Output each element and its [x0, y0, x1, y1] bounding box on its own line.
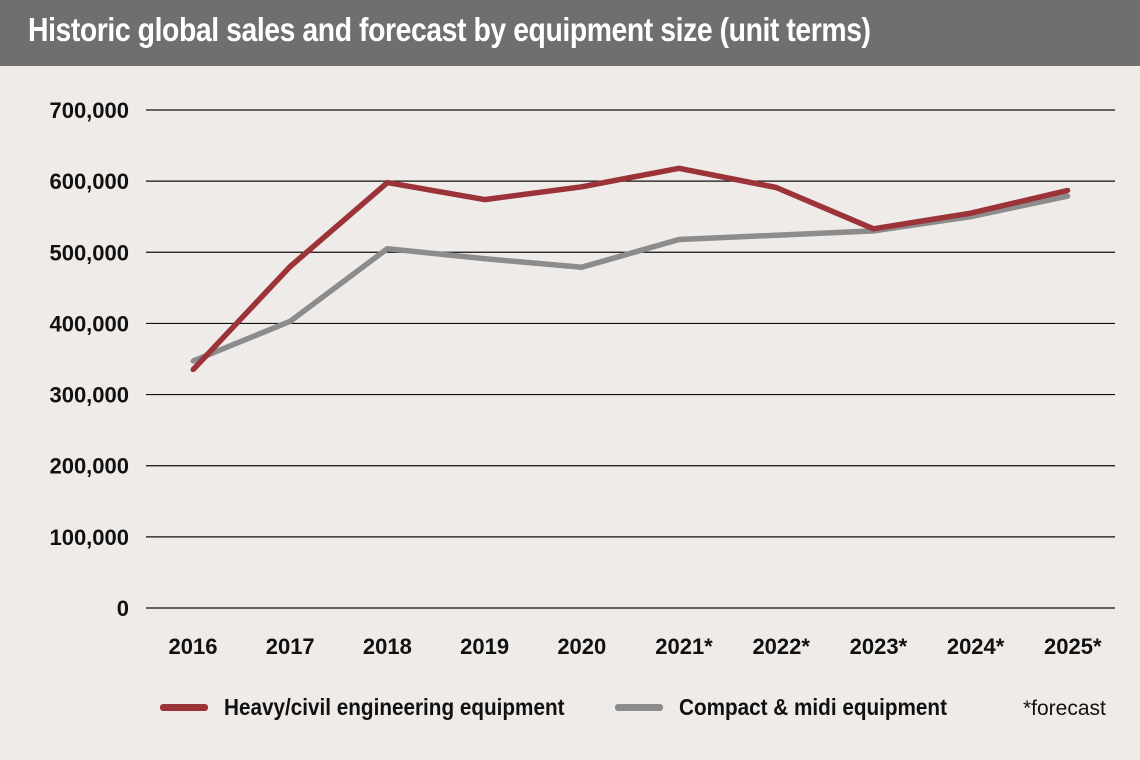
data-point-compact: [190, 358, 196, 364]
legend-item-compact: Compact & midi equipment: [615, 694, 977, 721]
legend-swatch-heavy: [160, 704, 208, 711]
data-point-compact: [482, 256, 488, 262]
title-bar: Historic global sales and forecast by eq…: [0, 0, 1140, 66]
data-point-compact: [287, 318, 293, 324]
series-lines: [190, 165, 1071, 373]
data-point-heavy: [773, 185, 779, 191]
y-tick-label: 200,000: [49, 454, 129, 479]
x-tick-label: 2019: [460, 634, 509, 659]
legend-label-heavy: Heavy/civil engineering equipment: [224, 694, 565, 720]
line-chart: 700,000 600,000 500,000 400,000 300,000 200,0…: [49, 98, 1115, 659]
x-tick-label: 2020: [557, 634, 606, 659]
data-point-heavy: [384, 180, 390, 186]
data-point-heavy: [968, 210, 974, 216]
y-tick-label: 0: [117, 596, 129, 621]
data-point-heavy: [1065, 187, 1071, 193]
legend-item-heavy: Heavy/civil engineering equipment: [160, 694, 602, 721]
y-tick-label: 500,000: [49, 240, 129, 265]
chart-title: Historic global sales and forecast by eq…: [28, 11, 871, 48]
data-point-compact: [1065, 193, 1071, 199]
data-point-heavy: [482, 197, 488, 203]
data-point-heavy: [870, 226, 876, 232]
series-line-heavy: [190, 165, 1069, 372]
series-line-compact: [191, 193, 1069, 364]
y-tick-label: 300,000: [49, 383, 129, 408]
x-tick-label: 2023*: [850, 634, 908, 659]
legend-label-compact: Compact & midi equipment: [679, 694, 947, 720]
grid-lines: [146, 109, 1115, 609]
x-tick-label: 2018: [363, 634, 412, 659]
data-point-heavy: [287, 264, 293, 270]
x-axis-ticks: 2016 2017 2018 2019 2020 2021* 2022* 2023* 2024*…: [169, 634, 1102, 659]
y-axis-ticks: 700,000 600,000 500,000 400,000 300,000 200,0…: [49, 98, 129, 621]
data-point-compact: [773, 232, 779, 238]
data-point-compact: [579, 264, 585, 270]
y-tick-label: 400,000: [49, 311, 129, 336]
x-tick-label: 2021*: [655, 634, 713, 659]
x-tick-label: 2016: [169, 634, 218, 659]
data-point-compact: [384, 246, 390, 252]
forecast-footnote: *forecast: [1023, 697, 1106, 720]
y-tick-label: 700,000: [49, 98, 129, 123]
x-tick-label: 2022*: [752, 634, 810, 659]
data-point-heavy: [676, 165, 682, 171]
y-tick-label: 600,000: [49, 169, 129, 194]
x-tick-label: 2024*: [947, 634, 1005, 659]
legend: Heavy/civil engineering equipment Compac…: [0, 694, 1140, 728]
x-tick-label: 2025*: [1044, 634, 1102, 659]
data-point-heavy: [190, 367, 196, 373]
data-point-compact: [676, 236, 682, 242]
legend-swatch-compact: [615, 704, 663, 711]
y-tick-label: 100,000: [49, 525, 129, 550]
data-point-heavy: [579, 184, 585, 190]
x-tick-label: 2017: [266, 634, 315, 659]
